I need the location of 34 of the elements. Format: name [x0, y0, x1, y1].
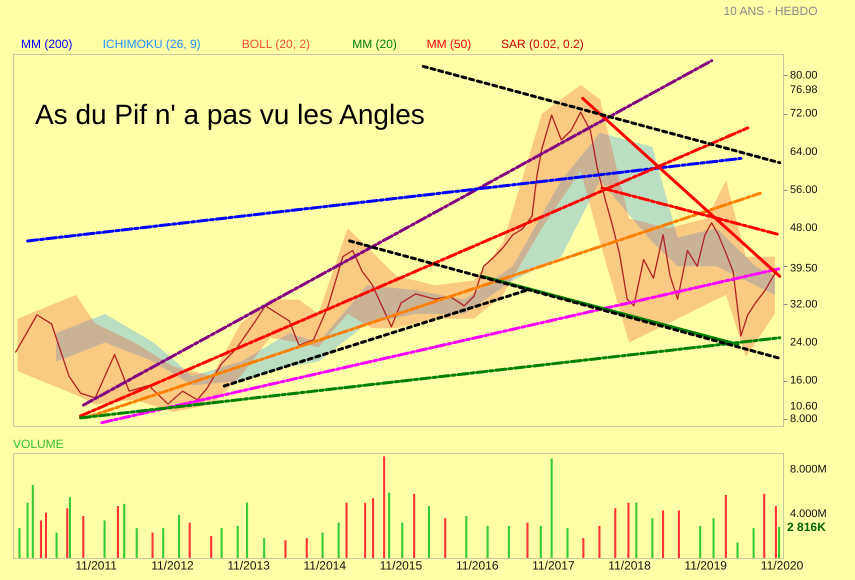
- chart-title: VOLUME: [13, 437, 64, 451]
- annotation: 2 816K: [787, 520, 826, 534]
- y-tick-label: 4.000M: [790, 508, 827, 520]
- legend-label: MM (20): [352, 37, 397, 51]
- x-tick-label: 11/2020: [760, 558, 804, 572]
- x-tick-label: 11/2017: [532, 558, 575, 572]
- y-tick-label: 8.000M: [790, 464, 827, 476]
- x-tick-label: 11/2012: [151, 558, 194, 572]
- x-tick-label: 11/2015: [380, 558, 422, 572]
- y-tick-label: 32.00: [790, 298, 818, 310]
- text: As du Pif n' a pas vu les Angles: [35, 99, 425, 130]
- x-tick-label: 11/2011: [75, 558, 118, 572]
- x-tick-label: 11/2014: [304, 558, 346, 572]
- y-tick-label: 56.00: [790, 184, 818, 196]
- y-tick-label: 64.00: [790, 146, 818, 158]
- y-tick-label: 24.00: [790, 336, 818, 349]
- x-tick-label: 11/2016: [456, 558, 499, 572]
- legend-label: ICHIMOKU (26, 9): [102, 37, 201, 51]
- x-tick-label: 11/2013: [227, 558, 270, 572]
- x-tick-label: 11/2019: [684, 558, 728, 572]
- legend-label: MM (50): [426, 37, 472, 51]
- y-tick-label: 8.000: [790, 412, 818, 425]
- y-tick-label: 48.00: [790, 222, 818, 234]
- chart-subtitle: 10 ANS - HEBDO: [723, 4, 818, 18]
- legend-label: SAR (0.02, 0.2): [501, 37, 584, 51]
- y-tick-label: 76.98: [790, 84, 818, 96]
- legend-label: BOLL (20, 2): [242, 37, 310, 51]
- y-tick-label: 72.00: [790, 108, 818, 120]
- y-tick-label: 10.60: [790, 400, 818, 412]
- x-tick-label: 11/2018: [608, 558, 652, 572]
- y-tick-label: 39.50: [790, 262, 818, 275]
- legend-label: MM (200): [21, 37, 72, 51]
- y-tick-label: 16.00: [790, 374, 818, 387]
- y-tick-label: 80.00: [790, 69, 818, 82]
